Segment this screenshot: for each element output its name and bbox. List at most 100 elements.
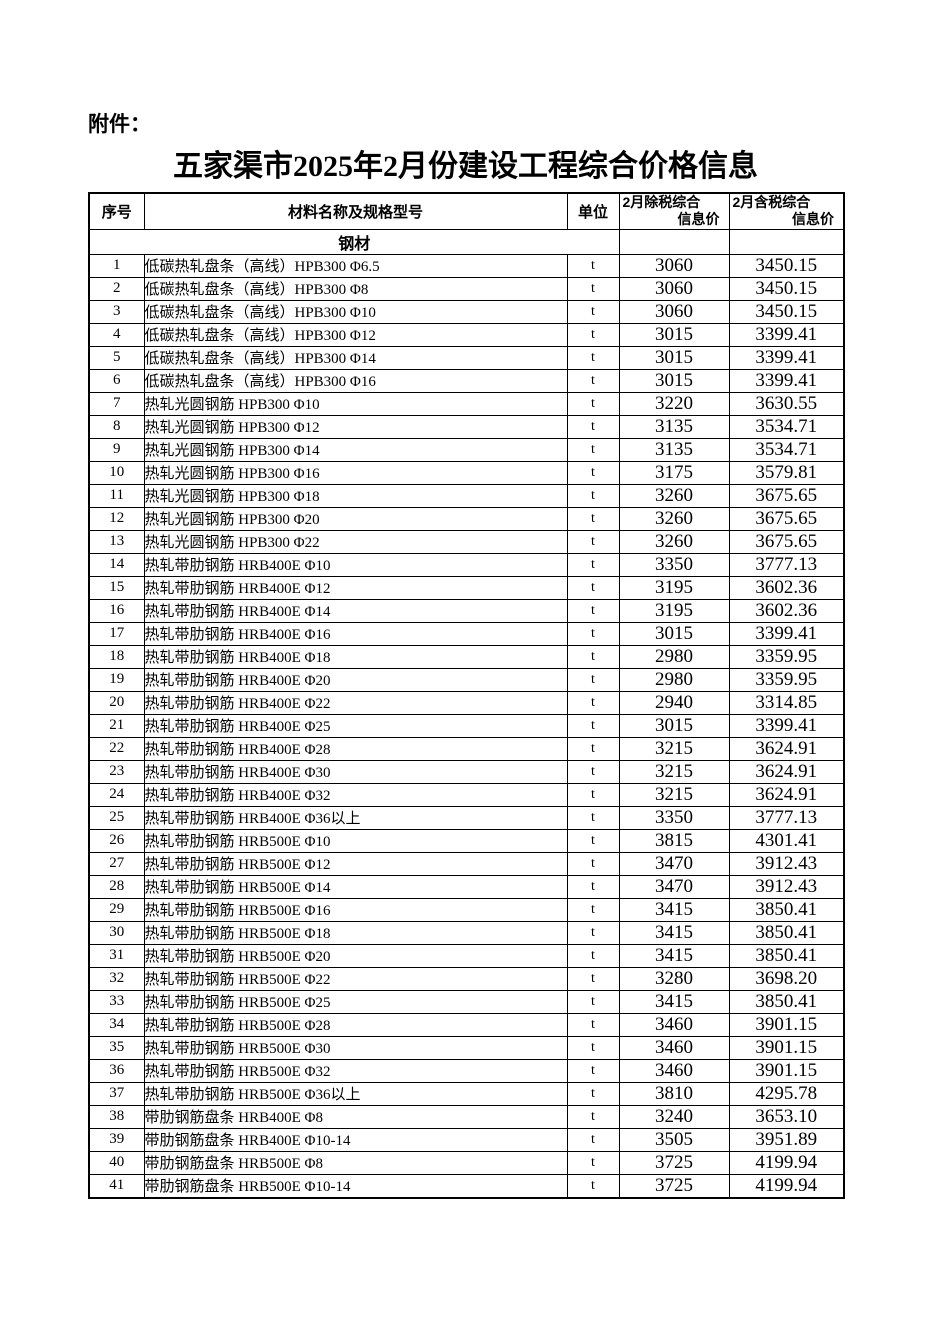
table-row: 7 热轧光圆钢筋 HPB300 Φ10 t 3220 3630.55	[88, 391, 845, 416]
table-row: 9 热轧光圆钢筋 HPB300 Φ14 t 3135 3534.71	[88, 437, 845, 462]
row-material: 低碳热轧盘条（高线）HPB300 Φ12	[143, 322, 568, 347]
row-unit: t	[566, 713, 620, 738]
row-unit: t	[566, 1127, 620, 1152]
price-table: 序号 材料名称及规格型号 单位 2月除税综合 信息价 2月含税综合 信息价 钢材…	[88, 192, 845, 1199]
row-seq: 30	[88, 920, 145, 945]
row-unit: t	[566, 299, 620, 324]
row-seq: 1	[88, 253, 145, 278]
row-price-ex-tax: 3460	[618, 1058, 730, 1083]
table-row: 8 热轧光圆钢筋 HPB300 Φ12 t 3135 3534.71	[88, 414, 845, 439]
row-material: 热轧带肋钢筋 HRB500E Φ10	[143, 828, 568, 853]
row-seq: 33	[88, 989, 145, 1014]
row-seq: 40	[88, 1150, 145, 1175]
row-seq: 29	[88, 897, 145, 922]
row-unit: t	[566, 690, 620, 715]
row-price-ex-tax: 3015	[618, 322, 730, 347]
row-price-ex-tax: 3015	[618, 713, 730, 738]
row-seq: 8	[88, 414, 145, 439]
row-price-inc-tax: 3850.41	[728, 989, 845, 1014]
row-material: 带肋钢筋盘条 HRB500E Φ10-14	[143, 1173, 568, 1198]
table-row: 17 热轧带肋钢筋 HRB400E Φ16 t 3015 3399.41	[88, 621, 845, 646]
row-price-inc-tax: 3850.41	[728, 920, 845, 945]
row-price-inc-tax: 3901.15	[728, 1058, 845, 1083]
row-seq: 27	[88, 851, 145, 876]
row-price-ex-tax: 3470	[618, 851, 730, 876]
table-row: 28 热轧带肋钢筋 HRB500E Φ14 t 3470 3912.43	[88, 874, 845, 899]
row-price-ex-tax: 3215	[618, 759, 730, 784]
row-unit: t	[566, 920, 620, 945]
row-price-inc-tax: 3630.55	[728, 391, 845, 416]
row-unit: t	[566, 897, 620, 922]
row-price-ex-tax: 3195	[618, 575, 730, 600]
row-price-ex-tax: 3240	[618, 1104, 730, 1129]
row-price-ex-tax: 3415	[618, 897, 730, 922]
row-price-inc-tax: 3399.41	[728, 713, 845, 738]
table-row: 13 热轧光圆钢筋 HPB300 Φ22 t 3260 3675.65	[88, 529, 845, 554]
col-header-price-ex-tax: 2月除税综合 信息价	[618, 192, 730, 230]
row-seq: 17	[88, 621, 145, 646]
row-seq: 12	[88, 506, 145, 531]
col-header-material: 材料名称及规格型号	[143, 192, 568, 230]
row-material: 低碳热轧盘条（高线）HPB300 Φ6.5	[143, 253, 568, 278]
row-seq: 7	[88, 391, 145, 416]
table-row: 22 热轧带肋钢筋 HRB400E Φ28 t 3215 3624.91	[88, 736, 845, 761]
row-unit: t	[566, 943, 620, 968]
row-seq: 15	[88, 575, 145, 600]
row-price-inc-tax: 3450.15	[728, 276, 845, 301]
row-price-inc-tax: 3399.41	[728, 368, 845, 393]
row-price-ex-tax: 3260	[618, 529, 730, 554]
row-unit: t	[566, 276, 620, 301]
attachment-label: 附件：	[88, 113, 151, 136]
row-unit: t	[566, 828, 620, 853]
price-table-body: 钢材 1 低碳热轧盘条（高线）HPB300 Φ6.5 t 3060 3450.1…	[88, 228, 845, 1198]
row-price-inc-tax: 3951.89	[728, 1127, 845, 1152]
row-unit: t	[566, 391, 620, 416]
row-price-inc-tax: 3624.91	[728, 782, 845, 807]
row-price-ex-tax: 3725	[618, 1173, 730, 1198]
row-material: 热轧带肋钢筋 HRB400E Φ10	[143, 552, 568, 577]
row-seq: 9	[88, 437, 145, 462]
row-material: 低碳热轧盘条（高线）HPB300 Φ14	[143, 345, 568, 370]
row-unit: t	[566, 1104, 620, 1129]
row-seq: 34	[88, 1012, 145, 1037]
row-price-ex-tax: 2940	[618, 690, 730, 715]
table-row: 41 带肋钢筋盘条 HRB500E Φ10-14 t 3725 4199.94	[88, 1173, 845, 1198]
row-seq: 41	[88, 1173, 145, 1198]
table-row: 16 热轧带肋钢筋 HRB400E Φ14 t 3195 3602.36	[88, 598, 845, 623]
row-seq: 31	[88, 943, 145, 968]
row-material: 热轧带肋钢筋 HRB400E Φ28	[143, 736, 568, 761]
row-price-ex-tax: 3460	[618, 1012, 730, 1037]
row-seq: 3	[88, 299, 145, 324]
row-seq: 36	[88, 1058, 145, 1083]
row-unit: t	[566, 1058, 620, 1083]
row-unit: t	[566, 851, 620, 876]
row-unit: t	[566, 1012, 620, 1037]
col-header-price-inc-tax-line2: 信息价	[792, 211, 834, 228]
table-row: 27 热轧带肋钢筋 HRB500E Φ12 t 3470 3912.43	[88, 851, 845, 876]
row-price-ex-tax: 3815	[618, 828, 730, 853]
row-price-ex-tax: 3725	[618, 1150, 730, 1175]
section-row: 钢材	[88, 228, 845, 255]
row-price-ex-tax: 3060	[618, 299, 730, 324]
table-row: 20 热轧带肋钢筋 HRB400E Φ22 t 2940 3314.85	[88, 690, 845, 715]
row-unit: t	[566, 667, 620, 692]
row-unit: t	[566, 1081, 620, 1106]
col-header-price-inc-tax-line1: 2月含税综合	[732, 194, 811, 211]
row-price-ex-tax: 3215	[618, 782, 730, 807]
row-seq: 37	[88, 1081, 145, 1106]
table-row: 6 低碳热轧盘条（高线）HPB300 Φ16 t 3015 3399.41	[88, 368, 845, 393]
row-price-inc-tax: 3359.95	[728, 667, 845, 692]
row-price-inc-tax: 3399.41	[728, 621, 845, 646]
row-seq: 35	[88, 1035, 145, 1060]
row-seq: 11	[88, 483, 145, 508]
row-seq: 19	[88, 667, 145, 692]
table-row: 37 热轧带肋钢筋 HRB500E Φ36以上 t 3810 4295.78	[88, 1081, 845, 1106]
table-row: 11 热轧光圆钢筋 HPB300 Φ18 t 3260 3675.65	[88, 483, 845, 508]
table-row: 30 热轧带肋钢筋 HRB500E Φ18 t 3415 3850.41	[88, 920, 845, 945]
table-row: 10 热轧光圆钢筋 HPB300 Φ16 t 3175 3579.81	[88, 460, 845, 485]
row-price-ex-tax: 3280	[618, 966, 730, 991]
row-material: 热轧带肋钢筋 HRB400E Φ32	[143, 782, 568, 807]
row-price-ex-tax: 3415	[618, 989, 730, 1014]
row-price-ex-tax: 3260	[618, 483, 730, 508]
